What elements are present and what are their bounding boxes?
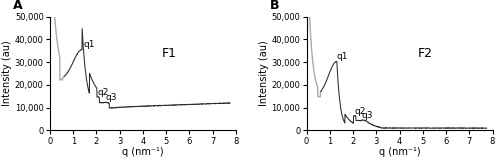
Text: A: A	[13, 0, 22, 12]
Y-axis label: Intensity (au): Intensity (au)	[258, 41, 268, 106]
Y-axis label: Intensity (au): Intensity (au)	[2, 41, 12, 106]
Text: q3: q3	[362, 111, 374, 120]
Text: F1: F1	[162, 47, 176, 60]
Text: q1: q1	[83, 40, 94, 49]
Text: q1: q1	[336, 52, 348, 61]
Text: B: B	[270, 0, 279, 12]
Text: F2: F2	[418, 47, 433, 60]
Text: q3: q3	[106, 93, 117, 102]
Text: q2: q2	[98, 88, 109, 97]
Text: q2: q2	[354, 107, 366, 116]
X-axis label: q (nm⁻¹): q (nm⁻¹)	[122, 147, 164, 157]
X-axis label: q (nm⁻¹): q (nm⁻¹)	[378, 147, 420, 157]
